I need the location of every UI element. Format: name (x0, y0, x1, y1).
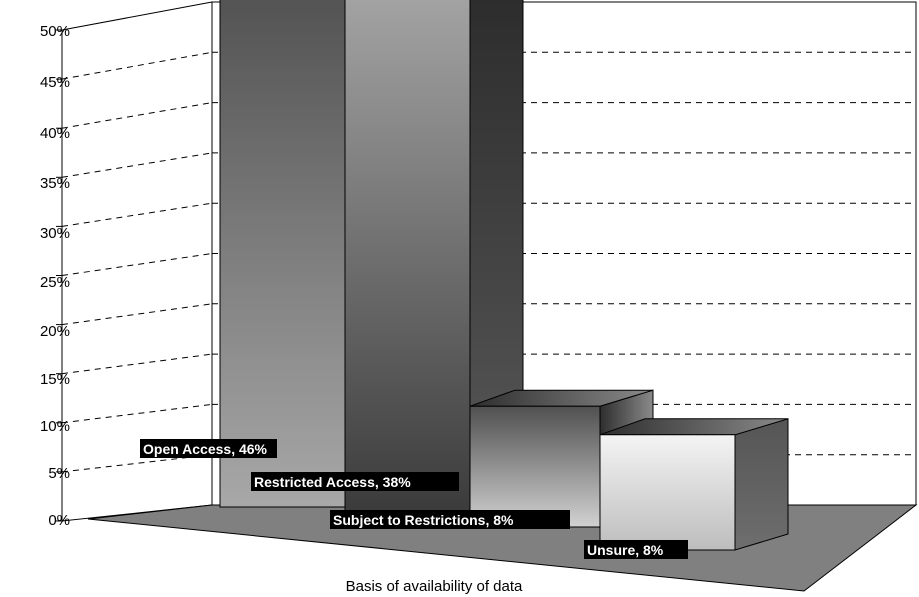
gridline (61, 102, 213, 129)
y-tick-label: 40% (40, 125, 70, 142)
bar-side-face (734, 418, 789, 551)
data-label-text: Restricted Access, 38% (254, 474, 411, 490)
data-label-subject-to-restrictions: Subject to Restrictions, 8% (330, 510, 570, 529)
gridline (61, 51, 213, 80)
data-label-background (140, 439, 277, 458)
data-label-background (251, 472, 459, 491)
data-label-unsure: Unsure, 8% (584, 540, 688, 559)
y-tick-label: 30% (40, 225, 70, 242)
data-label-text: Unsure, 8% (587, 542, 664, 558)
data-label-restricted-access: Restricted Access, 38% (251, 472, 459, 491)
y-tick-label: 35% (40, 175, 70, 192)
data-labels: Open Access, 46% Restricted Access, 38% … (140, 439, 688, 559)
y-tick-label: 45% (40, 74, 70, 91)
x-axis-title: Basis of availability of data (346, 578, 523, 595)
y-tick-label: 5% (48, 465, 70, 482)
gridline (61, 353, 213, 375)
bar-unsure (599, 418, 789, 551)
data-label-text: Open Access, 46% (143, 441, 268, 457)
gridline (61, 202, 213, 227)
bars (219, 0, 789, 551)
data-label-text: Subject to Restrictions, 8% (333, 512, 514, 528)
y-axis-ticks (56, 29, 62, 522)
data-label-background (330, 510, 570, 529)
bar-front-face (219, 0, 346, 508)
bar-restricted-access (344, 0, 524, 519)
y-tick-label: 10% (40, 418, 70, 435)
data-label-open-access: Open Access, 46% (140, 439, 277, 458)
y-tick-label: 50% (40, 23, 70, 40)
bar-front-face (344, 0, 471, 519)
data-label-background (584, 540, 688, 559)
gridline (61, 253, 213, 276)
bar-front-face (599, 434, 736, 551)
y-tick-label: 0% (48, 512, 70, 529)
gridline (61, 152, 213, 178)
gridlines (61, 51, 916, 473)
bar-front-face (469, 405, 601, 528)
y-tick-label: 20% (40, 323, 70, 340)
y-tick-labels: 0% 5% 10% 15% 20% 25% 30% 35% 40% 45% 50… (40, 23, 70, 529)
gridline (61, 403, 213, 424)
y-tick-label: 15% (40, 371, 70, 388)
y-tick-label: 25% (40, 274, 70, 291)
gridline (61, 303, 213, 326)
